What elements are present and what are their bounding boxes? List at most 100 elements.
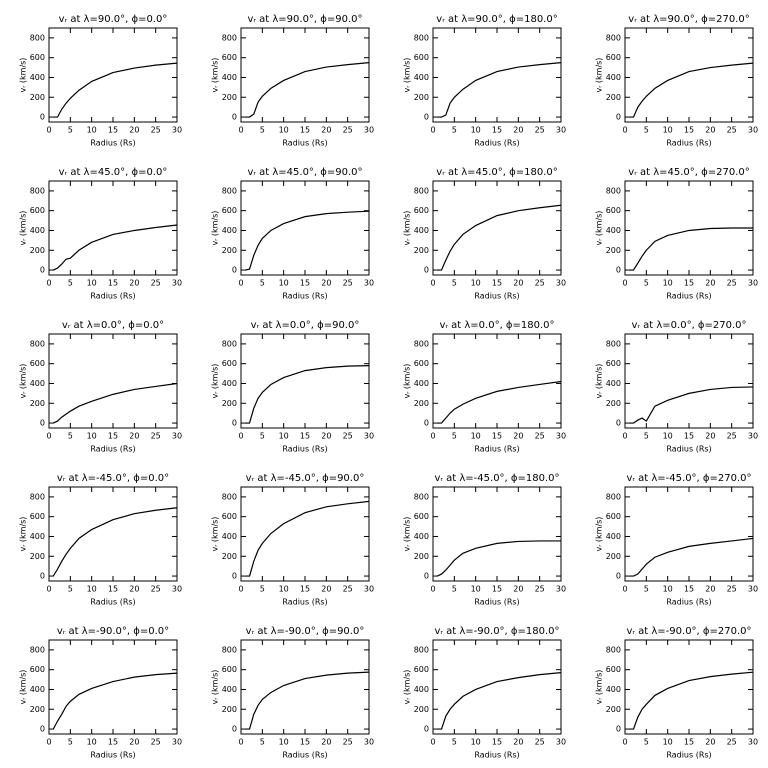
y-tick-label: 800: [30, 33, 45, 42]
y-tick-label: 0: [616, 725, 621, 734]
x-tick-label: 0: [622, 126, 627, 135]
plot-frame: [432, 333, 562, 429]
chart-title: vᵣ at λ=-90.0°, ϕ=0.0°: [57, 626, 169, 637]
x-tick-label: 25: [727, 585, 737, 594]
x-tick-label: 5: [68, 585, 73, 594]
x-tick-label: 5: [68, 432, 73, 441]
x-tick-label: 30: [364, 126, 374, 135]
y-tick-label: 200: [222, 705, 237, 714]
x-tick-label: 20: [321, 585, 331, 594]
x-tick-label: 15: [300, 279, 310, 288]
line: [437, 380, 562, 424]
x-tick-label: 15: [684, 432, 694, 441]
y-tick-label: 400: [30, 226, 45, 235]
x-tick-label: 5: [68, 738, 73, 747]
x-axis-label: Radius (Rs): [474, 139, 519, 148]
y-tick-label: 400: [30, 532, 45, 541]
y-axis-label: vᵣ (km/s): [595, 670, 604, 705]
y-tick-label: 600: [414, 206, 429, 215]
x-tick-label: 30: [556, 585, 566, 594]
y-tick-label: 0: [616, 419, 621, 428]
x-tick-label: 5: [68, 126, 73, 135]
y-tick-label: 400: [606, 532, 621, 541]
x-axis-label: Radius (Rs): [282, 292, 327, 301]
y-axis-label: vᵣ (km/s): [595, 211, 604, 246]
y-tick-label: 0: [40, 113, 45, 122]
x-tick-label: 25: [727, 279, 737, 288]
x-tick-label: 10: [471, 585, 481, 594]
y-tick-label: 400: [30, 73, 45, 82]
x-tick-label: 10: [279, 279, 289, 288]
y-tick-label: 0: [424, 725, 429, 734]
plot-frame: [48, 180, 178, 276]
y-axis-label: vᵣ (km/s): [403, 670, 412, 705]
x-axis-label: Radius (Rs): [474, 292, 519, 301]
y-axis-label: vᵣ (km/s): [211, 364, 220, 399]
chart-title: vᵣ at λ=-45.0°, ϕ=270.0°: [626, 473, 751, 484]
y-tick-label: 0: [616, 113, 621, 122]
x-axis-label: Radius (Rs): [666, 445, 711, 454]
x-tick-label: 20: [705, 432, 715, 441]
x-tick-label: 0: [622, 738, 627, 747]
x-tick-label: 5: [644, 126, 649, 135]
x-tick-label: 20: [705, 738, 715, 747]
x-tick-label: 20: [321, 126, 331, 135]
line: [245, 210, 370, 271]
x-tick-label: 20: [513, 432, 523, 441]
y-tick-label: 600: [414, 512, 429, 521]
x-tick-label: 25: [343, 585, 353, 594]
y-tick-label: 0: [40, 725, 45, 734]
x-tick-label: 30: [556, 126, 566, 135]
x-tick-label: 20: [513, 126, 523, 135]
x-axis-label: Radius (Rs): [90, 445, 135, 454]
line: [629, 62, 754, 118]
x-tick-label: 25: [343, 432, 353, 441]
y-tick-label: 200: [30, 93, 45, 102]
chart-title: vᵣ at λ=45.0°, ϕ=90.0°: [247, 167, 362, 178]
x-axis-label: Radius (Rs): [474, 598, 519, 607]
y-tick-label: 600: [222, 206, 237, 215]
x-tick-label: 5: [452, 432, 457, 441]
y-tick-label: 200: [30, 399, 45, 408]
x-tick-label: 5: [68, 279, 73, 288]
x-tick-label: 10: [663, 126, 673, 135]
y-tick-label: 800: [606, 492, 621, 501]
chart-title: vᵣ at λ=90.0°, ϕ=90.0°: [247, 14, 362, 25]
y-tick-label: 400: [222, 379, 237, 388]
y-tick-label: 400: [222, 532, 237, 541]
x-tick-label: 20: [129, 279, 139, 288]
x-tick-label: 15: [108, 432, 118, 441]
x-tick-label: 15: [108, 126, 118, 135]
x-tick-label: 10: [663, 432, 673, 441]
x-axis-label: Radius (Rs): [282, 139, 327, 148]
x-tick-label: 20: [705, 279, 715, 288]
x-tick-label: 20: [129, 585, 139, 594]
x-tick-label: 0: [46, 432, 51, 441]
y-tick-label: 200: [30, 246, 45, 255]
y-tick-label: 200: [606, 399, 621, 408]
chart-title: vᵣ at λ=-45.0°, ϕ=180.0°: [434, 473, 559, 484]
x-tick-label: 15: [108, 585, 118, 594]
x-tick-label: 0: [430, 585, 435, 594]
y-axis-label: vᵣ (km/s): [19, 670, 28, 705]
y-tick-label: 800: [30, 186, 45, 195]
chart-title: vᵣ at λ=90.0°, ϕ=270.0°: [628, 14, 749, 25]
x-axis-label: Radius (Rs): [666, 139, 711, 148]
x-tick-label: 20: [513, 585, 523, 594]
plot-frame: [624, 333, 754, 429]
x-tick-label: 5: [452, 279, 457, 288]
plot-frame: [432, 180, 562, 276]
x-tick-label: 30: [556, 432, 566, 441]
x-axis-label: Radius (Rs): [666, 598, 711, 607]
x-tick-label: 0: [430, 432, 435, 441]
x-tick-label: 25: [535, 585, 545, 594]
x-tick-label: 20: [129, 126, 139, 135]
x-tick-label: 30: [364, 738, 374, 747]
y-tick-label: 0: [40, 419, 45, 428]
x-axis-label: Radius (Rs): [474, 445, 519, 454]
y-tick-label: 0: [424, 266, 429, 275]
line: [52, 507, 178, 577]
x-axis-label: Radius (Rs): [90, 292, 135, 301]
x-tick-label: 25: [727, 432, 737, 441]
y-tick-label: 800: [222, 492, 237, 501]
